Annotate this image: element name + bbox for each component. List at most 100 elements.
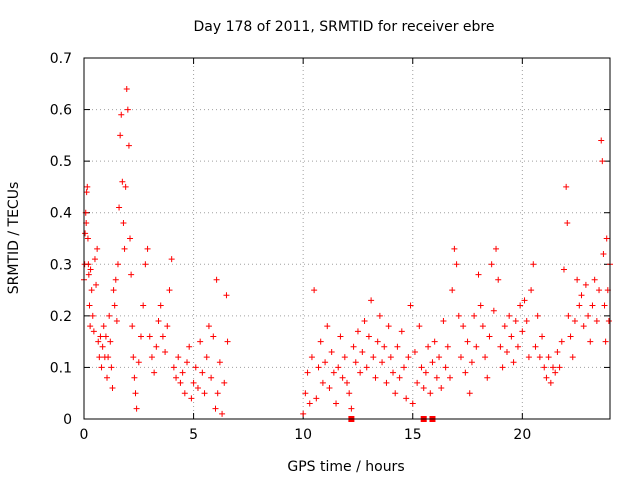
data-point (365, 333, 372, 340)
data-point (97, 333, 104, 340)
data-point (453, 261, 460, 268)
data-point (214, 390, 221, 397)
data-point (116, 204, 123, 211)
data-point (123, 85, 130, 92)
data-point (457, 354, 464, 361)
data-point (83, 189, 90, 196)
data-point (605, 318, 612, 325)
data-point (576, 302, 583, 309)
data-point (359, 348, 366, 355)
data-point (486, 333, 493, 340)
data-point (514, 343, 521, 350)
data-point (221, 379, 228, 386)
y-tick-label: 0.5 (50, 154, 72, 170)
data-point (567, 333, 574, 340)
data-point (455, 312, 462, 319)
data-point (523, 318, 530, 325)
data-point (99, 343, 106, 350)
data-point (117, 132, 124, 139)
x-tick-label: 15 (404, 427, 422, 443)
data-point (319, 379, 326, 386)
y-tick-label: 0.3 (50, 257, 72, 273)
data-point (440, 318, 447, 325)
data-point (153, 343, 160, 350)
data-point (400, 364, 407, 371)
data-point (436, 354, 443, 361)
data-point (387, 354, 394, 361)
data-point (151, 369, 158, 376)
data-point (330, 369, 337, 376)
data-point (536, 354, 543, 361)
data-point (119, 178, 126, 185)
data-point (120, 220, 127, 227)
data-point (127, 235, 134, 242)
y-tick-label: 0.6 (50, 103, 72, 119)
data-point (556, 364, 563, 371)
data-point (219, 410, 226, 417)
data-point (201, 390, 208, 397)
data-point (444, 343, 451, 350)
data-point (490, 307, 497, 314)
tick-labels: 0 5 10 15 20 0 0.1 0.2 0.3 0.4 0.5 0.6 0.7 (50, 51, 532, 443)
y-axis-label: SRMTID / TECUs (6, 182, 22, 295)
data-point (539, 333, 546, 340)
data-point (304, 369, 311, 376)
data-point (326, 385, 333, 392)
data-point (370, 354, 377, 361)
data-point (350, 343, 357, 350)
data-point (381, 343, 388, 350)
data-point (216, 359, 223, 366)
data-point (137, 333, 144, 340)
data-point (144, 245, 151, 252)
data-point (315, 364, 322, 371)
data-point (550, 364, 557, 371)
data-point (418, 364, 425, 371)
data-point (311, 287, 318, 294)
data-point (179, 369, 186, 376)
data-point (499, 364, 506, 371)
data-point (422, 369, 429, 376)
data-point (159, 333, 166, 340)
data-point (543, 374, 550, 381)
data-point (177, 379, 184, 386)
data-point (475, 271, 482, 278)
data-point (135, 359, 142, 366)
data-point (339, 374, 346, 381)
data-point (541, 364, 548, 371)
data-point (157, 302, 164, 309)
data-point (558, 338, 565, 345)
data-point (186, 343, 193, 350)
data-point (192, 364, 199, 371)
data-point (528, 287, 535, 294)
data-point (409, 400, 416, 407)
data-point (173, 374, 180, 381)
data-point (114, 261, 121, 268)
data-point (308, 354, 315, 361)
data-point (503, 348, 510, 355)
data-point (596, 287, 603, 294)
data-point (484, 374, 491, 381)
data-point (574, 276, 581, 283)
data-point (460, 323, 467, 330)
data-point (374, 338, 381, 345)
data-point (462, 369, 469, 376)
data-point (420, 385, 427, 392)
data-point (133, 405, 140, 412)
data-point (121, 245, 128, 252)
axis-ticks (83, 57, 610, 420)
data-point (164, 323, 171, 330)
data-point (210, 333, 217, 340)
data-point (322, 359, 329, 366)
data-point (601, 302, 608, 309)
data-point (497, 343, 504, 350)
data-point (429, 359, 436, 366)
data-point (166, 287, 173, 294)
data-point (563, 183, 570, 190)
y-tick-label: 0.7 (50, 51, 72, 67)
data-point (495, 276, 502, 283)
data-point (86, 302, 93, 309)
data-point (328, 348, 335, 355)
data-point (203, 354, 210, 361)
data-point (199, 369, 206, 376)
data-point (482, 354, 489, 361)
